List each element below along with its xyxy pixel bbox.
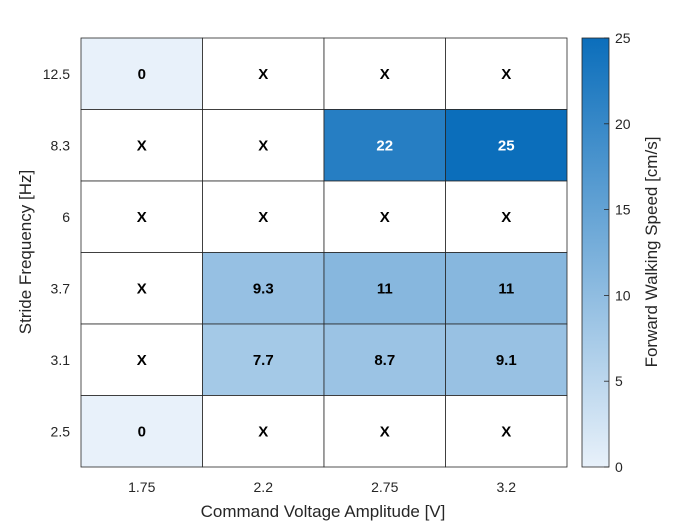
x-axis-label: Command Voltage Amplitude [V] [201,502,446,521]
heatmap-cell [80,323,203,396]
y-tick-label: 3.1 [51,352,71,368]
colorbar-tick-label: 25 [615,30,631,46]
cell-value-label: X [137,352,147,369]
cell-value-label: 0 [138,66,146,83]
cell-value-label: X [380,66,390,83]
heatmap-cell [323,395,446,468]
colorbar-gradient [581,37,610,468]
colorbar-tick-label: 5 [615,373,623,389]
heatmap-cell [80,37,203,110]
cell-value-label: 8.7 [374,352,395,369]
cell-value-label: X [137,209,147,226]
heatmap-cell [445,323,568,396]
y-tick-label: 12.5 [43,66,70,82]
heatmap-cell [80,395,203,468]
heatmap-cell [445,180,568,253]
y-axis-label: Stride Frequency [Hz] [16,170,35,334]
cell-value-label: X [380,423,390,440]
cell-value-label: 9.1 [496,352,517,369]
cell-value-label: 9.3 [253,280,274,297]
cell-value-label: 11 [377,280,393,297]
heatmap-cell [323,252,446,325]
colorbar-label: Forward Walking Speed [cm/s] [642,137,661,368]
cell-value-label: X [258,209,268,226]
heatmap-cell [202,323,325,396]
cell-value-label: X [380,209,390,226]
x-tick-label: 2.2 [254,479,274,495]
y-tick-labels: 12.5 8.3 6 3.7 3.1 2.5 [43,66,70,440]
cell-value-label: 0 [138,423,146,440]
colorbar: 0 5 10 15 20 25 [581,30,631,475]
heatmap-cells: 0 X X X X X 22 25 X X X X X 9.3 11 11 X 7.7 8.7 9.1 0 X X X [80,37,568,468]
colorbar-tick-label: 10 [615,287,631,303]
cell-value-label: X [258,423,268,440]
colorbar-tick-label: 20 [615,116,631,132]
heatmap-cell [202,252,325,325]
heatmap-cell [80,109,203,182]
colorbar-tick-label: 0 [615,459,623,475]
cell-value-label: X [258,66,268,83]
heatmap-cell [445,395,568,468]
heatmap-cell [445,252,568,325]
cell-value-label: X [137,280,147,297]
heatmap-cell [445,109,568,182]
heatmap-cell [80,252,203,325]
cell-value-label: X [137,137,147,154]
x-tick-label: 3.2 [497,479,517,495]
cell-value-label: 25 [498,137,515,154]
heatmap-cell [202,180,325,253]
x-tick-label: 2.75 [371,479,398,495]
y-tick-label: 2.5 [51,423,71,439]
cell-value-label: X [501,66,511,83]
cell-value-label: 22 [376,137,393,154]
y-tick-label: 6 [62,209,70,225]
heatmap-cell [202,109,325,182]
cell-value-label: X [501,209,511,226]
cell-value-label: X [258,137,268,154]
colorbar-ticks: 0 5 10 15 20 25 [604,30,631,475]
y-tick-label: 8.3 [51,137,71,153]
heatmap-cell [323,37,446,110]
heatmap-cell [202,37,325,110]
x-tick-labels: 1.75 2.2 2.75 3.2 [128,479,516,495]
heatmap-cell [202,395,325,468]
x-tick-label: 1.75 [128,479,155,495]
cell-value-label: 7.7 [253,352,274,369]
cell-value-label: X [501,423,511,440]
y-tick-label: 3.7 [51,280,71,296]
heatmap-cell [445,37,568,110]
cell-value-label: 11 [498,280,514,297]
colorbar-tick-label: 15 [615,202,631,218]
heatmap-cell [323,323,446,396]
